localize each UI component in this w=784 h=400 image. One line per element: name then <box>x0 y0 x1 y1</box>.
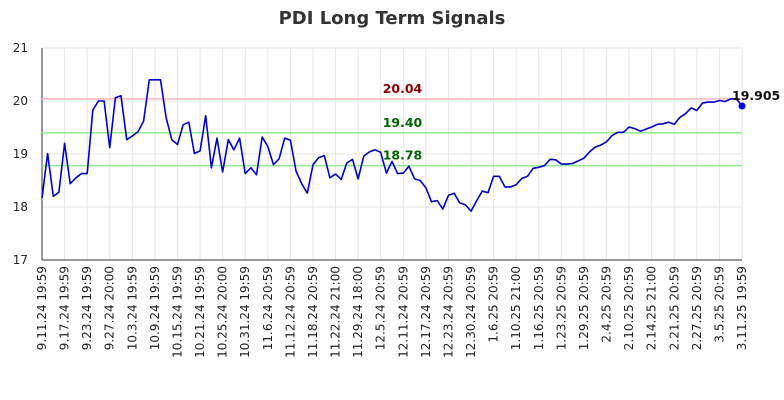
y-tick-label: 20 <box>13 94 28 108</box>
x-tick-label: 11.18.24 20:59 <box>306 266 320 358</box>
x-tick-label: 1.10.25 21:00 <box>509 266 523 350</box>
x-tick-label: 10.3.24 19:59 <box>125 266 139 350</box>
last-point-marker <box>738 102 746 110</box>
x-tick-label: 2.21.25 20:59 <box>667 266 681 350</box>
x-tick-label: 2.14.25 21:00 <box>645 266 659 350</box>
x-tick-label: 9.17.24 19:59 <box>58 266 72 350</box>
x-tick-label: 11.6.24 20:59 <box>261 266 275 350</box>
x-tick-label: 10.9.24 19:59 <box>148 266 162 350</box>
x-tick-label: 12.23.24 20:59 <box>441 266 455 358</box>
x-tick-label: 1.16.25 20:59 <box>532 266 546 350</box>
x-tick-label: 2.4.25 20:59 <box>600 266 614 343</box>
x-tick-label: 11.12.24 20:59 <box>283 266 297 358</box>
x-tick-label: 1.6.25 20:59 <box>487 266 501 343</box>
x-tick-label: 12.30.24 20:59 <box>464 266 478 358</box>
x-tick-label: 3.11.25 19:59 <box>735 266 749 350</box>
x-tick-label: 10.21.24 19:59 <box>193 266 207 358</box>
series-line <box>41 79 743 212</box>
last-value-label: 19.905 <box>732 88 780 103</box>
x-tick-label: 9.23.24 19:59 <box>80 266 94 350</box>
x-tick-label: 10.25.24 20:00 <box>216 266 230 358</box>
x-tick-label: 10.15.24 19:59 <box>170 266 184 358</box>
x-tick-label: 12.11.24 20:59 <box>396 266 410 358</box>
x-tick-label: 9.27.24 20:00 <box>103 266 117 350</box>
chart-title: PDI Long Term Signals <box>278 8 506 29</box>
y-tick-label: 17 <box>13 253 28 267</box>
x-tick-label: 12.5.24 20:59 <box>374 266 388 350</box>
signal-label: 20.04 <box>383 81 423 96</box>
x-tick-label: 2.10.25 20:59 <box>622 266 636 350</box>
x-tick-label: 10.31.24 19:59 <box>238 266 252 358</box>
y-tick-label: 19 <box>13 147 28 161</box>
x-tick-label: 12.17.24 20:59 <box>419 266 433 358</box>
x-tick-label: 11.29.24 18:00 <box>351 266 365 358</box>
y-tick-label: 21 <box>13 41 28 55</box>
x-tick-label: 2.27.25 20:59 <box>690 266 704 350</box>
y-tick-label: 18 <box>13 200 28 214</box>
signal-label: 18.78 <box>383 148 423 163</box>
x-tick-label: 1.29.25 20:59 <box>577 266 591 350</box>
x-tick-label: 11.22.24 21:00 <box>329 266 343 358</box>
signal-label: 19.40 <box>383 115 423 130</box>
x-tick-label: 9.11.24 19:59 <box>35 266 49 350</box>
x-tick-label: 3.5.25 20:59 <box>712 266 726 343</box>
x-tick-label: 1.23.25 20:59 <box>554 266 568 350</box>
